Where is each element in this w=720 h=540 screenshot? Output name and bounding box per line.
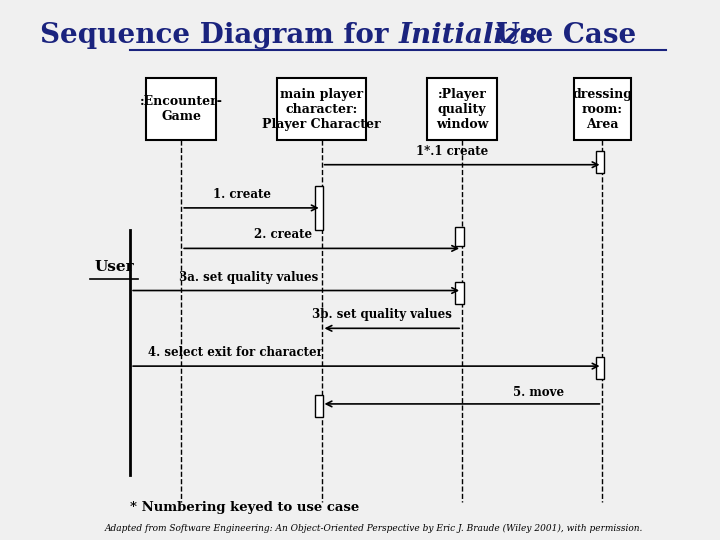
Text: 3b. set quality values: 3b. set quality values bbox=[312, 308, 452, 321]
Text: :Player
quality
window: :Player quality window bbox=[436, 88, 488, 131]
Text: 1*.1 create: 1*.1 create bbox=[416, 145, 489, 158]
Text: 1. create: 1. create bbox=[213, 188, 271, 201]
Text: main player
character:
Player Character: main player character: Player Character bbox=[262, 88, 381, 131]
Text: 3a. set quality values: 3a. set quality values bbox=[179, 271, 318, 284]
Text: Sequence Diagram for: Sequence Diagram for bbox=[40, 22, 398, 49]
Text: * Numbering keyed to use case: * Numbering keyed to use case bbox=[130, 501, 359, 514]
Text: Initialize: Initialize bbox=[398, 22, 538, 49]
Text: Adapted from Software Engineering: An Object-Oriented Perspective by Eric J. Bra: Adapted from Software Engineering: An Ob… bbox=[104, 524, 643, 532]
Bar bbox=[455, 282, 464, 304]
Bar bbox=[146, 78, 216, 140]
Bar bbox=[315, 186, 323, 230]
Text: 5. move: 5. move bbox=[513, 386, 564, 399]
Bar bbox=[595, 357, 604, 379]
Bar bbox=[574, 78, 631, 140]
Bar bbox=[277, 78, 366, 140]
Text: :Encounter-
Game: :Encounter- Game bbox=[140, 96, 222, 123]
Bar bbox=[455, 227, 464, 246]
Text: User: User bbox=[94, 260, 134, 274]
Text: Use Case: Use Case bbox=[486, 22, 636, 49]
Bar bbox=[315, 395, 323, 417]
Text: dressing
room:
Area: dressing room: Area bbox=[572, 88, 632, 131]
Bar bbox=[595, 151, 604, 173]
Text: 2. create: 2. create bbox=[254, 228, 312, 241]
Text: 4. select exit for character: 4. select exit for character bbox=[148, 346, 323, 359]
Bar bbox=[427, 78, 497, 140]
